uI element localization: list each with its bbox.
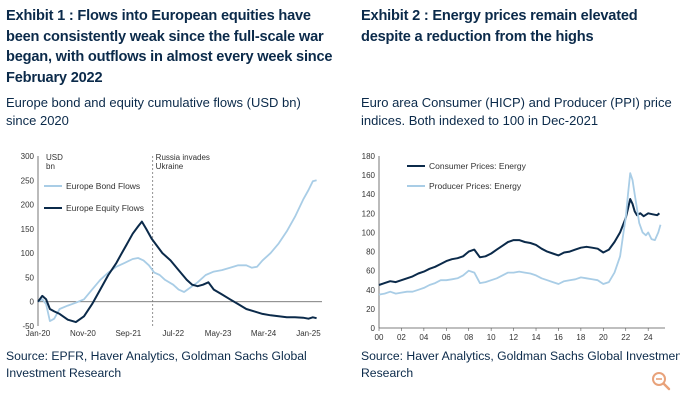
y-tick-label: 300 [21, 152, 35, 161]
x-tick-label: 16 [554, 333, 563, 342]
y-tick-label: -50 [22, 322, 34, 331]
y-tick-label: 250 [21, 176, 35, 185]
y-tick-label: 50 [25, 273, 34, 282]
x-tick-label: Jul-22 [162, 329, 184, 338]
legend-label-1: Europe Equity Flows [66, 203, 144, 213]
x-tick-label: Sep-21 [115, 329, 141, 338]
legend-label-1: Producer Prices: Energy [429, 181, 522, 191]
x-tick-label: 12 [509, 333, 518, 342]
x-tick-label: 14 [532, 333, 541, 342]
y-tick-label: 40 [366, 286, 375, 295]
legend-label-0: Consumer Prices: Energy [429, 161, 527, 171]
x-tick-label: 04 [419, 333, 428, 342]
y-tick-label: 60 [366, 267, 375, 276]
legend-label-0: Europe Bond Flows [66, 181, 140, 191]
x-tick-label: 00 [375, 333, 384, 342]
y-tick-label: 150 [21, 225, 35, 234]
annotation-label: Russia invades Ukraine [156, 153, 210, 171]
x-tick-label: Nov-20 [70, 329, 96, 338]
y-tick-label: 140 [362, 190, 376, 199]
x-tick-label: 08 [464, 333, 473, 342]
y-tick-label: 0 [371, 324, 376, 333]
x-tick-label: 20 [599, 333, 608, 342]
x-tick-label: 06 [442, 333, 451, 342]
y-tick-label: 200 [21, 201, 35, 210]
x-tick-label: Jan-25 [296, 329, 321, 338]
exhibit-1-source: Source: EPFR, Haver Analytics, Goldman S… [6, 349, 307, 380]
x-tick-label: Mar-24 [251, 329, 277, 338]
series-line-0 [378, 198, 661, 286]
exhibit-1-title: Exhibit 1 : Flows into European equities… [6, 8, 333, 86]
y-tick-label: 20 [366, 305, 375, 314]
y-tick-label: 160 [362, 171, 376, 180]
series-line-1 [378, 172, 662, 296]
series-line-1 [37, 220, 317, 324]
y-tick-label: 100 [21, 249, 35, 258]
exhibit-2-chart: 0 20 40 60 80 100 120 140 160 180 00 02 04 06 08 10 12 14… [362, 152, 665, 342]
exhibit-2-source: Source: Haver Analytics, Goldman Sachs G… [361, 349, 680, 380]
x-tick-label: 10 [487, 333, 496, 342]
exhibit-1-subtitle: Europe bond and equity cumulative flows … [6, 95, 301, 128]
zoom-search-icon[interactable] [650, 370, 672, 392]
exhibit-1-chart: -50 0 50 100 150 200 250 300 Jan-20 Nov-20 Sep-21 J… [21, 152, 322, 338]
exhibit-2-title: Exhibit 2 : Energy prices remain elevate… [361, 8, 638, 45]
x-tick-label: 24 [644, 333, 653, 342]
y-tick-label: 0 [30, 298, 35, 307]
y-tick-label: 100 [362, 228, 376, 237]
x-tick-label: 22 [621, 333, 630, 342]
unit-label: USD bn [46, 153, 63, 171]
x-tick-label: Jan-20 [26, 329, 51, 338]
series-line-0 [37, 179, 317, 322]
y-tick-label: 120 [362, 209, 376, 218]
x-tick-label: 02 [397, 333, 406, 342]
exhibit-2-subtitle: Euro area Consumer (HICP) and Producer (… [361, 95, 672, 128]
y-tick-label: 180 [362, 152, 376, 161]
x-tick-label: May-23 [205, 329, 232, 338]
y-tick-label: 80 [366, 248, 375, 257]
x-tick-label: 18 [576, 333, 585, 342]
